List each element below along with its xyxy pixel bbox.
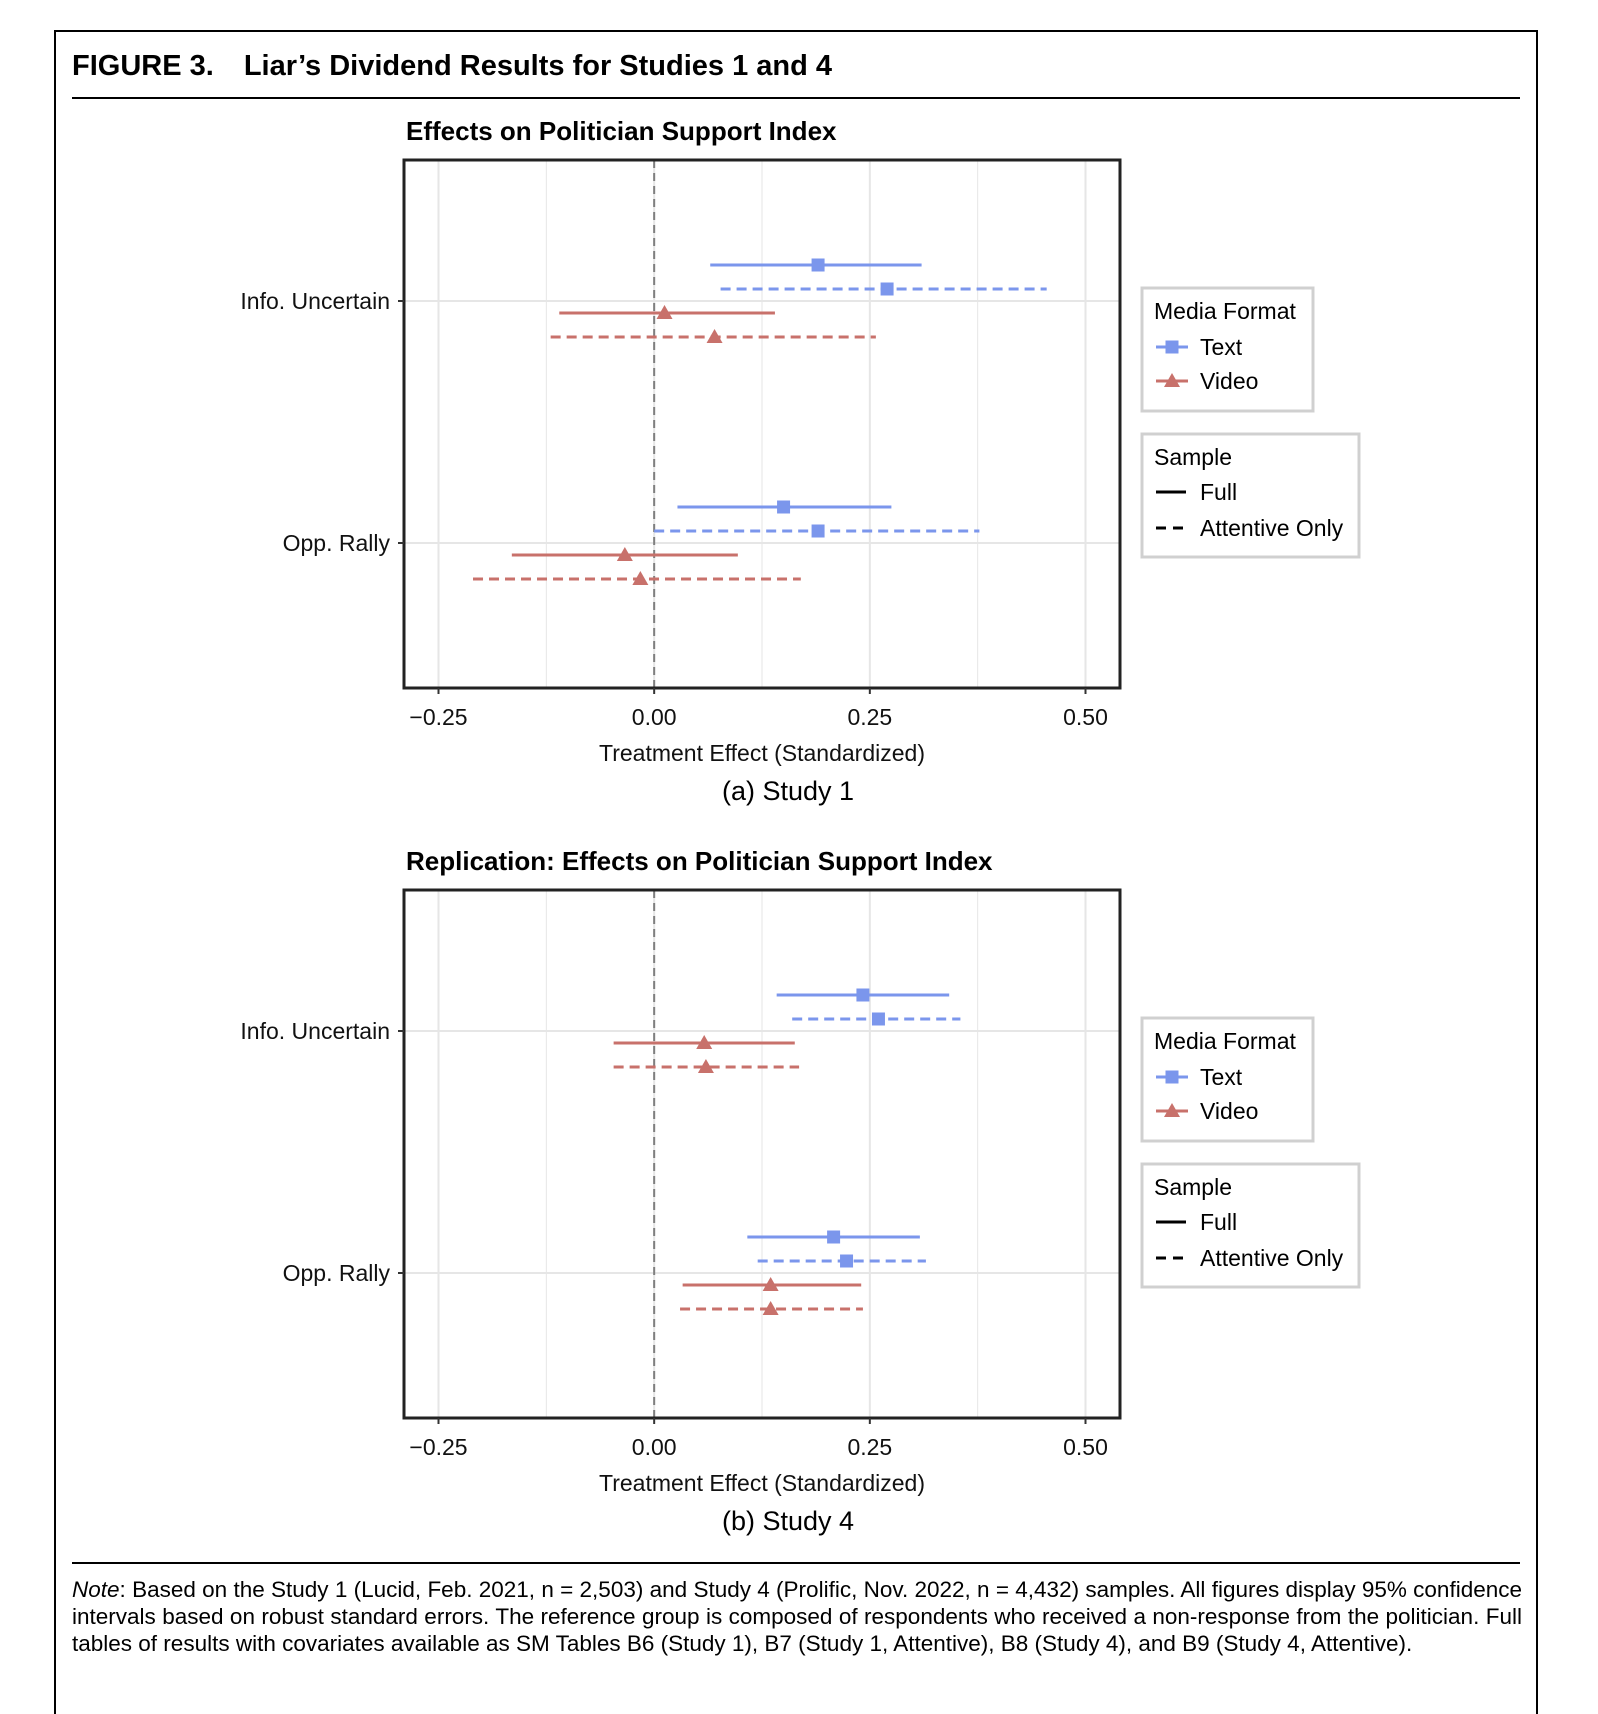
c1-x-tick-label: 0.00 xyxy=(632,1434,677,1460)
c0-legend-text-marker xyxy=(1165,340,1179,354)
c0-legend-sample-box xyxy=(1140,432,1361,559)
c1-legend-sample: Sample Full Attentive Only xyxy=(1140,1162,1361,1289)
c0-legend-sample-title: Sample xyxy=(1154,444,1232,470)
c1-legend-sample-box xyxy=(1140,1162,1361,1289)
c1-video-full-info-uncertain-point xyxy=(696,1035,713,1049)
c1-x-tick-label: 0.25 xyxy=(847,1434,892,1460)
c0-video-attentive-only-info-uncertain-point xyxy=(706,329,723,343)
c0-legend-video-marker xyxy=(1164,373,1180,387)
c0-chart-title: Effects on Politician Support Index xyxy=(406,116,837,146)
c1-video-attentive-only-info-uncertain-point xyxy=(697,1059,714,1073)
figure-note: Note: Based on the Study 1 (Lucid, Feb. … xyxy=(72,1576,1522,1657)
c0-panel-border xyxy=(402,158,1122,690)
c1-text-attentive-only-info-uncertain-point xyxy=(871,1012,885,1026)
c0-x-tick-label: 0.50 xyxy=(1063,704,1108,730)
c1-legend-sample-title: Sample xyxy=(1154,1174,1232,1200)
c0-x-axis-label: Treatment Effect (Standardized) xyxy=(599,740,925,766)
c0-legend-video-label: Video xyxy=(1200,368,1258,394)
c0-x-tick-label: −0.25 xyxy=(409,704,467,730)
c0-video-attentive-only-opp-rally-point xyxy=(632,571,649,585)
c1-y-tick-label-info-uncertain: Info. Uncertain xyxy=(240,1018,390,1044)
figure-heading: FIGURE 3. Liar’s Dividend Results for Stu… xyxy=(72,50,832,83)
c0-legend-sample: Sample Full Attentive Only xyxy=(1140,432,1361,559)
c1-caption: (b) Study 4 xyxy=(722,1506,854,1536)
c1-legend-text-marker xyxy=(1165,1070,1179,1084)
note-rule xyxy=(72,1562,1520,1564)
c1-chart-title: Replication: Effects on Politician Suppo… xyxy=(406,846,993,876)
c0-text-full-info-uncertain-point xyxy=(811,258,825,272)
c0-text-attentive-only-opp-rally-point xyxy=(811,524,825,538)
c1-video-attentive-only-opp-rally-point xyxy=(762,1301,779,1315)
c0-text-full-opp-rally-point xyxy=(777,500,791,514)
c1-panel-border xyxy=(402,888,1122,1420)
c1-legend-media-title: Media Format xyxy=(1154,1028,1296,1054)
c1-text-full-opp-rally-point xyxy=(827,1230,841,1244)
c1-x-tick-label: 0.50 xyxy=(1063,1434,1108,1460)
figure-frame xyxy=(54,30,1538,1714)
figure-title: Liar’s Dividend Results for Studies 1 an… xyxy=(243,50,833,82)
c0-legend-media-title: Media Format xyxy=(1154,298,1296,324)
c0-x-tick-label: 0.00 xyxy=(632,704,677,730)
c0-y-tick-label-opp-rally: Opp. Rally xyxy=(283,530,391,556)
c0-legend-full-label: Full xyxy=(1200,479,1237,505)
c0-text-attentive-only-info-uncertain-point xyxy=(880,282,894,296)
c1-x-tick-label: −0.25 xyxy=(409,1434,467,1460)
note-text: : Based on the Study 1 (Lucid, Feb. 2021… xyxy=(72,1577,1522,1656)
c0-legend-attentive-label: Attentive Only xyxy=(1200,515,1344,541)
c1-legend-media: Media Format Text Video xyxy=(1140,1016,1315,1143)
c1-x-axis-label: Treatment Effect (Standardized) xyxy=(599,1470,925,1496)
c1-legend-full-label: Full xyxy=(1200,1209,1237,1235)
c1-legend-video-label: Video xyxy=(1200,1098,1258,1124)
c1-legend-attentive-label: Attentive Only xyxy=(1200,1245,1344,1271)
c1-text-full-info-uncertain-point xyxy=(856,988,870,1002)
c0-caption: (a) Study 1 xyxy=(722,776,854,806)
c1-legend-video-marker xyxy=(1164,1103,1180,1117)
chart-study-1: Effects on Politician Support Index Info.… xyxy=(240,116,1361,806)
chart-study-4: Replication: Effects on Politician Suppo… xyxy=(240,846,1361,1536)
c0-x-tick-label: 0.25 xyxy=(847,704,892,730)
figure-number: FIGURE 3. xyxy=(72,50,214,82)
c1-y-tick-label-opp-rally: Opp. Rally xyxy=(283,1260,391,1286)
c0-video-full-opp-rally-point xyxy=(616,547,633,561)
c0-y-tick-label-info-uncertain: Info. Uncertain xyxy=(240,288,390,314)
heading-rule xyxy=(72,97,1520,99)
c1-text-attentive-only-opp-rally-point xyxy=(840,1254,854,1268)
c0-legend-text-label: Text xyxy=(1200,334,1243,360)
note-label: Note xyxy=(72,1577,120,1602)
c1-legend-text-label: Text xyxy=(1200,1064,1243,1090)
c0-legend-media: Media Format Text Video xyxy=(1140,286,1315,413)
c1-video-full-opp-rally-point xyxy=(762,1277,779,1291)
c0-video-full-info-uncertain-point xyxy=(656,305,673,319)
